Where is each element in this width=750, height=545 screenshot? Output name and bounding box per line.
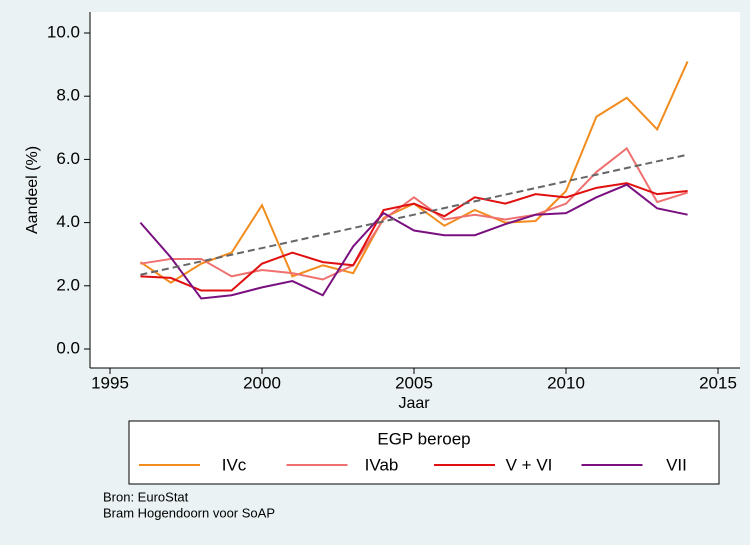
- series-line: [140, 146, 688, 281]
- series-line: [139, 183, 688, 300]
- x-tick-label: 2015: [699, 373, 737, 392]
- x-tick-label: 2005: [395, 373, 433, 392]
- note: Bron: EuroStat: [103, 489, 189, 504]
- y-tick-label: 10.0: [47, 22, 80, 41]
- y-tick-label: 2.0: [56, 275, 80, 294]
- x-tick-label: 2010: [547, 373, 585, 392]
- y-tick-label: 4.0: [56, 212, 80, 231]
- x-tick-label: 2000: [243, 373, 281, 392]
- y-tick-label: 0.0: [56, 338, 80, 357]
- legend-label: V + VI: [506, 455, 553, 474]
- y-tick-label: 8.0: [56, 86, 80, 105]
- plot-area: [90, 12, 740, 368]
- legend-box: [128, 420, 720, 485]
- x-tick-label: 1995: [91, 373, 129, 392]
- legend-title: EGP beroep: [377, 429, 470, 448]
- trend-line: [140, 153, 688, 276]
- series-line: [140, 182, 688, 292]
- y-tick-label: 6.0: [56, 149, 80, 168]
- legend-label: IVc: [222, 455, 247, 474]
- note: Bram Hogendoorn voor SoAP: [103, 505, 275, 520]
- y-axis-title: Aandeel (%): [24, 146, 41, 234]
- legend-label: IVab: [365, 455, 399, 474]
- x-axis-title: Jaar: [398, 395, 430, 412]
- legend-label: VII: [666, 455, 687, 474]
